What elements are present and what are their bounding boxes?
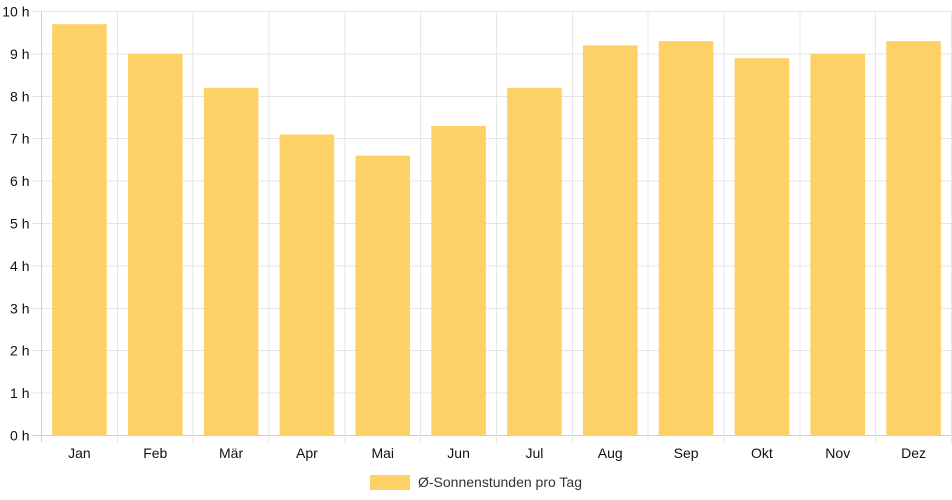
- y-tick-label: 1 h: [10, 385, 29, 401]
- y-tick-label: 0 h: [10, 428, 29, 444]
- x-tick-label: Jul: [525, 445, 543, 461]
- grid: [31, 11, 952, 443]
- legend[interactable]: Ø-Sonnenstunden pro Tag: [370, 474, 582, 490]
- bar-Okt[interactable]: [734, 58, 790, 436]
- y-tick-label: 8 h: [10, 88, 29, 104]
- y-tick-label: 10 h: [2, 4, 29, 20]
- bar-Mai[interactable]: [355, 155, 411, 436]
- bar-Apr[interactable]: [279, 134, 335, 436]
- bar-Mär[interactable]: [203, 87, 259, 436]
- x-tick-label: Mär: [219, 445, 243, 461]
- x-axis-ticks: Jan Feb Mär Apr Mai Jun Jul Aug Sep Okt Nov Dez: [68, 445, 926, 461]
- x-tick-label: Aug: [598, 445, 623, 461]
- bar-Dez[interactable]: [886, 41, 941, 436]
- bar-Sep[interactable]: [658, 41, 714, 436]
- y-tick-label: 6 h: [10, 173, 29, 189]
- x-tick-label: Nov: [825, 445, 850, 461]
- legend-swatch: [370, 475, 410, 490]
- y-tick-label: 5 h: [10, 216, 29, 232]
- y-tick-label: 2 h: [10, 343, 29, 359]
- y-axis-ticks: 0 h 1 h 2 h 3 h 4 h 5 h 6 h 7 h 8 h 9 h 10 h: [2, 4, 29, 444]
- bar-Feb[interactable]: [127, 53, 183, 436]
- y-tick-label: 7 h: [10, 131, 29, 147]
- legend-label: Ø-Sonnenstunden pro Tag: [418, 474, 582, 490]
- bar-Nov[interactable]: [810, 53, 866, 436]
- bar-Jan[interactable]: [52, 24, 107, 436]
- x-tick-label: Sep: [674, 445, 699, 461]
- x-tick-label: Apr: [296, 445, 318, 461]
- x-tick-label: Jan: [68, 445, 91, 461]
- bars: [52, 24, 941, 436]
- y-tick-label: 9 h: [10, 46, 29, 62]
- x-tick-label: Okt: [751, 445, 773, 461]
- bar-Jun[interactable]: [431, 125, 486, 436]
- x-tick-label: Jun: [447, 445, 470, 461]
- bar-Aug[interactable]: [582, 45, 638, 436]
- x-tick-label: Dez: [901, 445, 926, 461]
- x-tick-label: Feb: [143, 445, 167, 461]
- bar-Jul[interactable]: [507, 87, 562, 436]
- y-tick-label: 3 h: [10, 300, 29, 316]
- y-tick-label: 4 h: [10, 258, 29, 274]
- x-tick-label: Mai: [371, 445, 394, 461]
